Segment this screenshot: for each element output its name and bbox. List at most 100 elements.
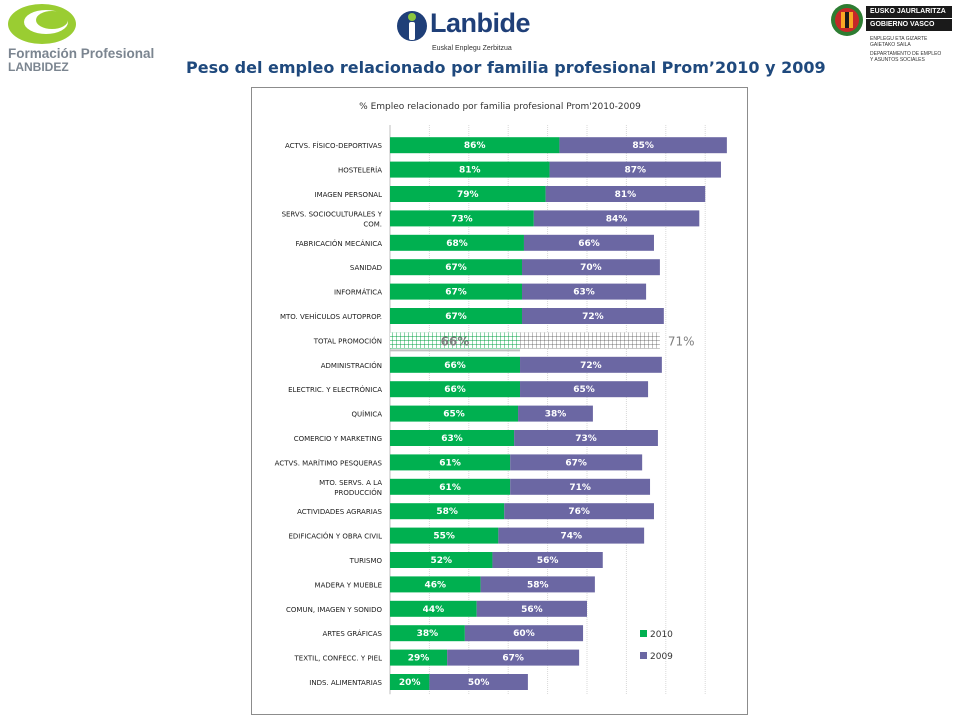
data-label-2009: 66% bbox=[578, 239, 600, 249]
bar-2009 bbox=[510, 454, 643, 471]
data-label-2009: 73% bbox=[575, 434, 597, 444]
data-label-2009: 67% bbox=[502, 654, 524, 664]
chart-title: % Empleo relacionado por familia profesi… bbox=[359, 102, 641, 112]
bar-2009 bbox=[510, 478, 651, 495]
legend-label: 2009 bbox=[650, 652, 673, 662]
data-label-2010: 61% bbox=[439, 458, 461, 468]
bar-2010 bbox=[390, 405, 519, 422]
legend-label: 2010 bbox=[650, 630, 673, 640]
legend: 2010 2009 bbox=[640, 630, 673, 662]
lanbide-logo: Lanbide Euskal Enplegu Zerbitzua bbox=[396, 6, 531, 54]
bar-2009 bbox=[549, 161, 721, 178]
category-label: HOSTELERÍA bbox=[338, 166, 382, 175]
bar-2010 bbox=[390, 332, 521, 349]
data-label-2010: 52% bbox=[430, 556, 452, 566]
data-label-2010: 68% bbox=[446, 239, 468, 249]
bar-2009 bbox=[520, 381, 649, 398]
data-label-2009: 72% bbox=[582, 312, 604, 322]
gobierno-vasco-logo-line2: GOBIERNO VASCO bbox=[866, 19, 952, 31]
data-label-2009: 63% bbox=[573, 288, 595, 298]
data-label-2009: 38% bbox=[545, 410, 567, 420]
bar-2009 bbox=[545, 186, 706, 202]
data-label-2009: 74% bbox=[560, 532, 582, 542]
formacion-profesional-logo-line1: Formación Profesional bbox=[8, 46, 155, 61]
page-title: Peso del empleo relacionado por familia … bbox=[186, 58, 826, 77]
lanbide-logo-name: Lanbide bbox=[430, 8, 531, 38]
bar-2010 bbox=[390, 600, 477, 617]
bar-2010 bbox=[390, 137, 560, 154]
data-label-2009: 81% bbox=[615, 190, 637, 200]
category-label: EDIFICACIÓN Y OBRA CIVIL bbox=[288, 532, 382, 541]
data-label-2010: 20% bbox=[399, 678, 421, 688]
bar-2009 bbox=[447, 649, 580, 666]
bar-2010 bbox=[390, 283, 522, 300]
category-label: MTO. VEHÍCULOS AUTOPROP. bbox=[280, 312, 382, 321]
category-label: SERVS. SOCIOCULTURALES Y COM. bbox=[282, 210, 383, 228]
bar-2009 bbox=[521, 283, 647, 300]
bar-2009 bbox=[464, 625, 584, 642]
bar-2009 bbox=[480, 576, 595, 593]
category-label: ACTVS. MARÍTIMO PESQUERAS bbox=[275, 458, 383, 467]
bar-2010 bbox=[390, 259, 522, 276]
bar-2010 bbox=[390, 576, 481, 593]
data-label-2010: 29% bbox=[408, 654, 430, 664]
data-label-2010: 86% bbox=[464, 141, 486, 151]
data-label-2010: 66% bbox=[441, 334, 470, 348]
data-label-2009: 76% bbox=[568, 507, 590, 517]
bar-2010 bbox=[390, 649, 448, 666]
bar-2010 bbox=[390, 308, 522, 324]
category-label: FABRICACIÓN MECÁNICA bbox=[296, 239, 383, 248]
category-label: SANIDAD bbox=[350, 264, 382, 272]
data-label-2009: 84% bbox=[606, 214, 628, 224]
category-label: QUÍMICA bbox=[352, 410, 383, 419]
bar-2009 bbox=[521, 259, 660, 276]
bar-2009 bbox=[492, 552, 603, 568]
category-label: TOTAL PROMOCIÓN bbox=[313, 336, 382, 345]
bar-2010 bbox=[390, 210, 534, 227]
bar-2009 bbox=[498, 527, 645, 544]
coat-of-arms-icon bbox=[831, 4, 863, 36]
category-label: ACTIVIDADES AGRARIAS bbox=[297, 508, 382, 516]
data-label-2010: 73% bbox=[451, 214, 473, 224]
gobierno-vasco-logo-line5: DEPARTAMENTO DE EMPLEO bbox=[870, 51, 942, 57]
lanbide-logo-icon bbox=[397, 11, 427, 41]
data-label-2009: 56% bbox=[521, 605, 543, 615]
bar-2010 bbox=[390, 356, 521, 373]
bar-2009 bbox=[504, 503, 654, 520]
bar-2009 bbox=[523, 234, 654, 251]
stacked-bar-chart: % Empleo relacionado por familia profesi… bbox=[275, 102, 727, 695]
data-label-2010: 44% bbox=[423, 605, 445, 615]
category-label: IMAGEN PERSONAL bbox=[315, 191, 383, 199]
bar-2010 bbox=[390, 454, 511, 471]
legend-swatch bbox=[640, 652, 647, 659]
category-label: ACTVS. FÍSICO-DEPORTIVAS bbox=[285, 141, 383, 150]
bar-2010 bbox=[390, 478, 511, 495]
bar-2010 bbox=[390, 503, 505, 520]
data-label-2010: 46% bbox=[425, 580, 447, 590]
category-labels: ACTVS. FÍSICO-DEPORTIVAS HOSTELERÍA IMAGEN… bbox=[275, 141, 383, 687]
bar-2010 bbox=[390, 625, 465, 642]
bar-2009 bbox=[533, 210, 700, 227]
gobierno-vasco-logo-line3: ENPLEGU ETA GIZARTE bbox=[870, 36, 928, 42]
data-label-2009: 71% bbox=[668, 334, 695, 348]
data-label-2010: 67% bbox=[445, 263, 467, 273]
data-label-2009: 56% bbox=[537, 556, 559, 566]
bar-2010 bbox=[390, 161, 550, 178]
formacion-profesional-logo: Formación Profesional LANBIDEZ bbox=[4, 2, 174, 74]
bars: 86% 85% 81% 87% 79% 81% 73% 84% 68% 66% 67% 70% 67% 6… bbox=[390, 137, 727, 690]
data-label-2010: 66% bbox=[444, 385, 466, 395]
bar-2009 bbox=[520, 332, 660, 349]
data-label-2010: 63% bbox=[441, 434, 463, 444]
data-label-2009: 72% bbox=[580, 361, 602, 371]
gobierno-vasco-logo-line4: GAIETAKO SAILA bbox=[870, 42, 911, 48]
data-label-2009: 85% bbox=[632, 141, 654, 151]
bar-2009 bbox=[429, 674, 528, 690]
data-label-2010: 66% bbox=[444, 361, 466, 371]
data-label-2010: 67% bbox=[445, 312, 467, 322]
data-label-2010: 58% bbox=[436, 507, 458, 517]
category-label: TURISMO bbox=[349, 557, 383, 565]
gobierno-vasco-logo-line6: Y ASUNTOS SOCIALES bbox=[870, 57, 925, 63]
bar-2010 bbox=[390, 381, 521, 398]
gobierno-vasco-logo: EUSKO JAURLARITZA GOBIERNO VASCO ENPLEGU… bbox=[830, 2, 958, 68]
formacion-profesional-logo-icon bbox=[8, 4, 76, 44]
